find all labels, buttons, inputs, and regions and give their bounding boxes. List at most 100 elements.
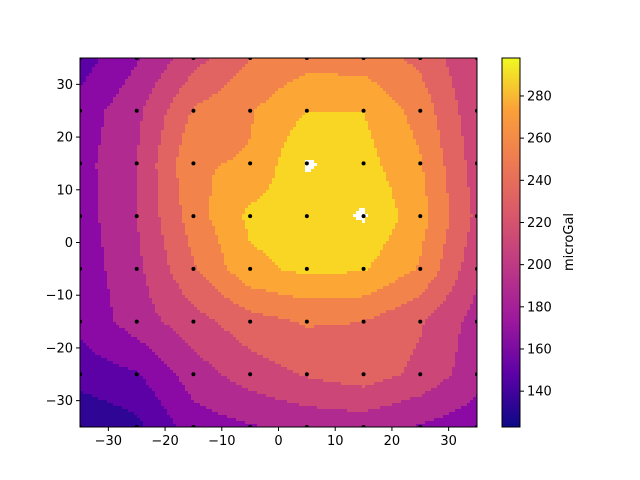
contour-cell [89, 232, 93, 236]
contour-cell [110, 424, 114, 427]
contour-cell [113, 238, 117, 242]
contour-cell [89, 274, 93, 278]
contour-cell [83, 82, 87, 86]
contour-cell [122, 118, 126, 122]
contour-cell [116, 268, 120, 272]
contour-cell [104, 172, 108, 176]
contour-cell [83, 172, 87, 176]
contour-cell [119, 103, 123, 107]
contour-cell [89, 124, 93, 128]
contour-cell [101, 130, 105, 134]
contour-cell [140, 136, 144, 140]
contour-cell [134, 226, 138, 230]
contour-cell [125, 61, 129, 65]
contour-cell [122, 94, 126, 98]
contour-cell [116, 316, 120, 320]
contour-cell [83, 394, 87, 398]
contour-cell [86, 76, 90, 80]
contour-cell [104, 100, 108, 104]
contour-cell [95, 391, 99, 395]
contour-cell [92, 76, 96, 80]
contour-cell [107, 145, 111, 149]
contour-cell [86, 397, 90, 401]
contour-cell [131, 313, 135, 317]
contour-cell [95, 349, 99, 353]
contour-cell [137, 70, 141, 74]
contour-cell [128, 292, 132, 296]
contour-cell [125, 379, 129, 383]
contour-cell [107, 223, 111, 227]
contour-cell [98, 94, 102, 98]
contour-cell [95, 253, 99, 257]
contour-cell [104, 202, 108, 206]
contour-cell [110, 286, 114, 290]
contour-cell [89, 67, 93, 71]
contour-cell [95, 232, 99, 236]
contour-cell [128, 61, 132, 65]
contour-cell [134, 193, 138, 197]
contour-cell [134, 181, 138, 185]
contour-cell [119, 145, 123, 149]
contour-cell [137, 238, 141, 242]
contour-cell [104, 286, 108, 290]
contour-cell [107, 211, 111, 215]
contour-cell [104, 199, 108, 203]
contour-cell [86, 103, 90, 107]
contour-cell [140, 148, 144, 152]
contour-cell [134, 175, 138, 179]
contour-cell [110, 400, 114, 404]
contour-cell [131, 97, 135, 101]
contour-cell [110, 334, 114, 338]
contour-cell [122, 346, 126, 350]
contour-cell [134, 379, 138, 383]
contour-cell [125, 238, 129, 242]
contour-cell [92, 193, 96, 197]
contour-cell [80, 253, 84, 257]
contour-cell [92, 157, 96, 161]
contour-cell [98, 280, 102, 284]
contour-cell [122, 316, 126, 320]
contour-cell [128, 151, 132, 155]
contour-cell [113, 199, 117, 203]
contour-cell [140, 79, 144, 83]
contour-cell [98, 253, 102, 257]
contour-cell [113, 409, 117, 413]
contour-cell [119, 391, 123, 395]
contour-cell [80, 115, 84, 119]
contour-cell [83, 190, 87, 194]
contour-cell [134, 307, 138, 311]
contour-cell [128, 76, 132, 80]
contour-cell [95, 148, 99, 152]
contour-cell [107, 319, 111, 323]
contour-cell [89, 244, 93, 248]
contour-cell [89, 304, 93, 308]
contour-cell [116, 358, 120, 362]
contour-cell [107, 232, 111, 236]
contour-cell [140, 106, 144, 110]
contour-cell [92, 313, 96, 317]
contour-cell [89, 106, 93, 110]
contour-cell [89, 283, 93, 287]
contour-cell [80, 121, 84, 125]
contour-cell [131, 109, 135, 113]
contour-cell [119, 88, 123, 92]
contour-cell [110, 250, 114, 254]
contour-cell [131, 112, 135, 116]
contour-cell [104, 121, 108, 125]
contour-cell [101, 262, 105, 266]
contour-cell [122, 112, 126, 116]
contour-cell [83, 292, 87, 296]
contour-cell [86, 388, 90, 392]
contour-cell [83, 385, 87, 389]
contour-cell [83, 241, 87, 245]
contour-cell [92, 388, 96, 392]
contour-cell [122, 229, 126, 233]
contour-cell [104, 334, 108, 338]
contour-cell [113, 214, 117, 218]
contour-cell [89, 310, 93, 314]
contour-cell [128, 355, 132, 359]
contour-cell [101, 223, 105, 227]
contour-cell [92, 235, 96, 239]
contour-cell [110, 211, 114, 215]
contour-cell [92, 181, 96, 185]
